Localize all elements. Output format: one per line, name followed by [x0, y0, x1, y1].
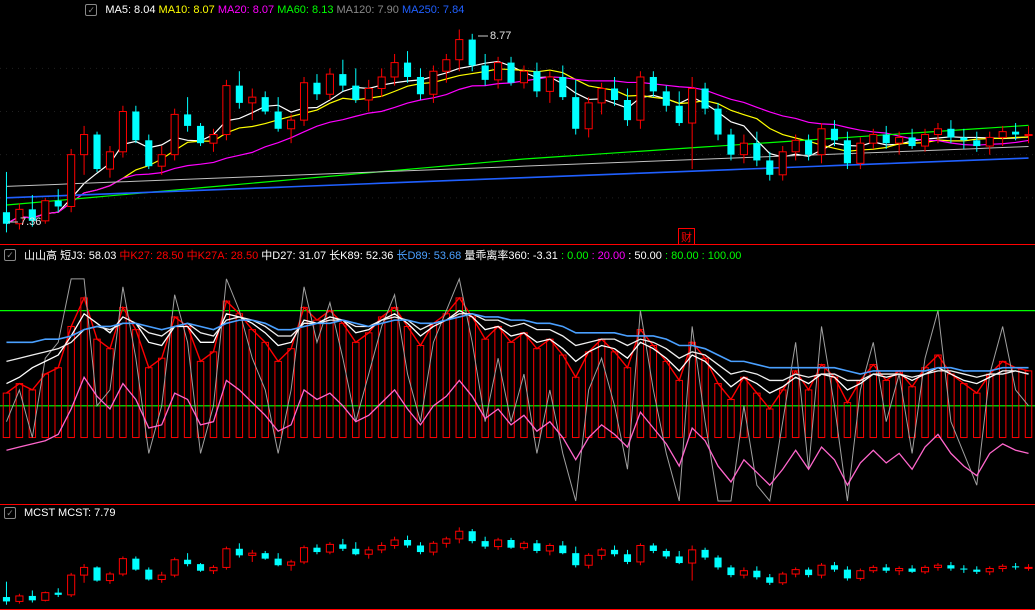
indicator-chart-svg: [0, 245, 1035, 505]
indicator-header: ✓ 山山高 短J3: 58.03 中K27: 28.50 中K27A: 28.5…: [4, 247, 741, 263]
indicator-legend-item: : 50.00: [628, 250, 662, 262]
ma-legend-item: MA10: 8.07: [159, 4, 215, 16]
indicator-legend-item: 长K89: 52.36: [329, 250, 393, 262]
indicator-legend-item: : 0.00: [561, 250, 589, 262]
indicator-legend-item: 短J3: 58.03: [60, 250, 116, 262]
stock-title: 粤高速Ａ(日线): [4, 2, 77, 18]
toggle-icon[interactable]: ✓: [4, 249, 16, 261]
toggle-icon[interactable]: ✓: [85, 4, 97, 16]
price-header: 粤高速Ａ(日线) ✓ MA5: 8.04 MA10: 8.07 MA20: 8.…: [4, 2, 464, 18]
mcst-pane[interactable]: ✓ MCST MCST: 7.79: [0, 505, 1035, 610]
ma-legend-item: MA120: 7.90: [337, 4, 399, 16]
indicator-pane[interactable]: ✓ 山山高 短J3: 58.03 中K27: 28.50 中K27A: 28.5…: [0, 245, 1035, 505]
cai-marker: 财: [678, 228, 695, 245]
indicator-legend-item: 中K27: 28.50: [119, 250, 183, 262]
mcst-legend: MCST MCST: 7.79: [24, 507, 116, 519]
mcst-header: ✓ MCST MCST: 7.79: [4, 507, 116, 519]
ma-legend-item: MA5: 8.04: [105, 4, 155, 16]
indicator-legend-item: : 100.00: [702, 250, 742, 262]
toggle-icon[interactable]: ✓: [4, 507, 16, 519]
ma-legend-item: MA60: 8.13: [277, 4, 333, 16]
indicator-legend-item: : 20.00: [592, 250, 626, 262]
ma-legend: MA5: 8.04 MA10: 8.07 MA20: 8.07 MA60: 8.…: [105, 4, 464, 16]
indicator-legend-item: 中D27: 31.07: [261, 250, 326, 262]
indicator-legend-item: 长D89: 53.68: [396, 250, 461, 262]
indicator-legend-item: : 80.00: [665, 250, 699, 262]
indicator-legend-item: 中K27A: 28.50: [187, 250, 259, 262]
ma-legend-item: MA20: 8.07: [218, 4, 274, 16]
ma-legend-item: MA250: 7.84: [402, 4, 464, 16]
price-pane[interactable]: 粤高速Ａ(日线) ✓ MA5: 8.04 MA10: 8.07 MA20: 8.…: [0, 0, 1035, 245]
mcst-legend-item: MCST: 7.79: [58, 507, 115, 519]
indicator-legend-item: 山山高: [24, 250, 57, 262]
mcst-legend-item: MCST: [24, 507, 55, 519]
indicator-legend-item: 量乖离率360: -3.31: [464, 250, 558, 262]
indicator-legend: 山山高 短J3: 58.03 中K27: 28.50 中K27A: 28.50 …: [24, 247, 741, 263]
mcst-chart-svg: [0, 505, 1035, 610]
price-chart-svg: [0, 0, 1035, 245]
